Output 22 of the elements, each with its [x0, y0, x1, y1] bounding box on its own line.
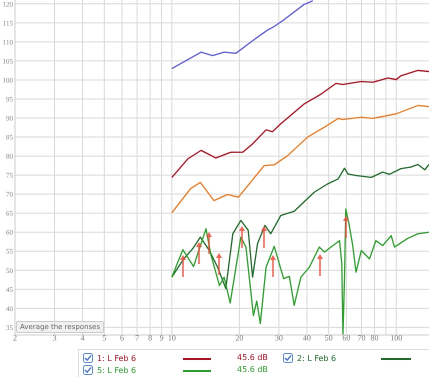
x-tick-label: 10	[168, 334, 176, 343]
x-tick-label: 60	[342, 334, 350, 343]
x-tick-label: 100	[390, 334, 402, 343]
text: 2: L Feb 6	[297, 354, 336, 362]
text: 45.6 dB	[237, 353, 268, 362]
x-tick-label: 8	[148, 334, 152, 343]
x-tick-label: 2	[13, 334, 17, 343]
x-tick-label: 80	[370, 334, 378, 343]
x-tick-label: 50	[324, 334, 333, 343]
x-tick-label: 40	[302, 334, 311, 343]
text: 1: L Feb 6	[97, 354, 136, 362]
x-tick-label: 4	[80, 334, 85, 343]
text: 45.6 dB	[237, 365, 268, 374]
x-tick-label: 70	[357, 334, 366, 343]
x-tick-label: 30	[274, 334, 283, 343]
x-tick-label: 5	[102, 334, 106, 343]
text: 5: L Feb 6	[97, 366, 136, 374]
x-tick-label: 9	[160, 334, 164, 343]
x-tick-label: 3	[52, 334, 57, 343]
x-tick-label: 20	[235, 334, 244, 343]
x-tick-label: 6	[120, 334, 124, 343]
x-tick-label: 7	[135, 334, 140, 343]
